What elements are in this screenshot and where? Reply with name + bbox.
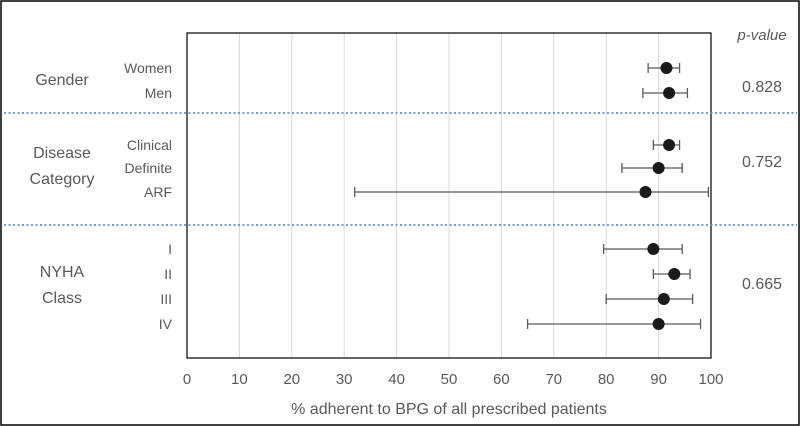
x-tick-label: 90: [650, 371, 667, 388]
point-estimate: [647, 243, 660, 255]
point-estimate: [652, 318, 665, 330]
point-estimate: [657, 293, 670, 305]
x-tick-label: 100: [698, 371, 723, 388]
x-tick-label: 30: [336, 371, 353, 388]
x-tick-label: 50: [441, 371, 458, 388]
x-tick-label: 10: [231, 371, 248, 388]
row-label: ARF: [144, 184, 172, 200]
plot-area-border: [186, 32, 712, 359]
x-tick-label: 20: [283, 371, 300, 388]
group-pvalue: 0.828: [742, 79, 782, 96]
group-label: NYHA: [40, 264, 85, 281]
group-label: Class: [42, 290, 82, 307]
pvalue-header: p-value: [736, 27, 786, 44]
group-label: Category: [30, 171, 95, 188]
group-pvalue: 0.665: [742, 276, 782, 293]
row-label: Definite: [125, 160, 173, 176]
row-label: IV: [159, 316, 173, 332]
x-axis-label: % adherent to BPG of all prescribed pati…: [291, 401, 607, 418]
row-label: II: [164, 266, 172, 282]
x-tick-label: 0: [183, 371, 191, 388]
row-label: I: [168, 241, 172, 257]
row-label: III: [160, 291, 172, 307]
group-label: Disease: [33, 145, 91, 162]
point-estimate: [663, 87, 676, 99]
point-estimate: [639, 186, 652, 198]
x-tick-label: 60: [493, 371, 510, 388]
point-estimate: [660, 62, 673, 74]
x-tick-label: 80: [598, 371, 615, 388]
x-tick-label: 40: [388, 371, 405, 388]
group-pvalue: 0.752: [742, 154, 782, 171]
group-label: Gender: [35, 72, 89, 89]
point-estimate: [668, 268, 681, 280]
row-label: Clinical: [127, 137, 172, 153]
row-label: Men: [145, 85, 172, 101]
point-estimate: [663, 139, 676, 151]
x-tick-label: 70: [545, 371, 562, 388]
point-estimate: [652, 162, 665, 174]
row-label: Women: [124, 60, 172, 76]
